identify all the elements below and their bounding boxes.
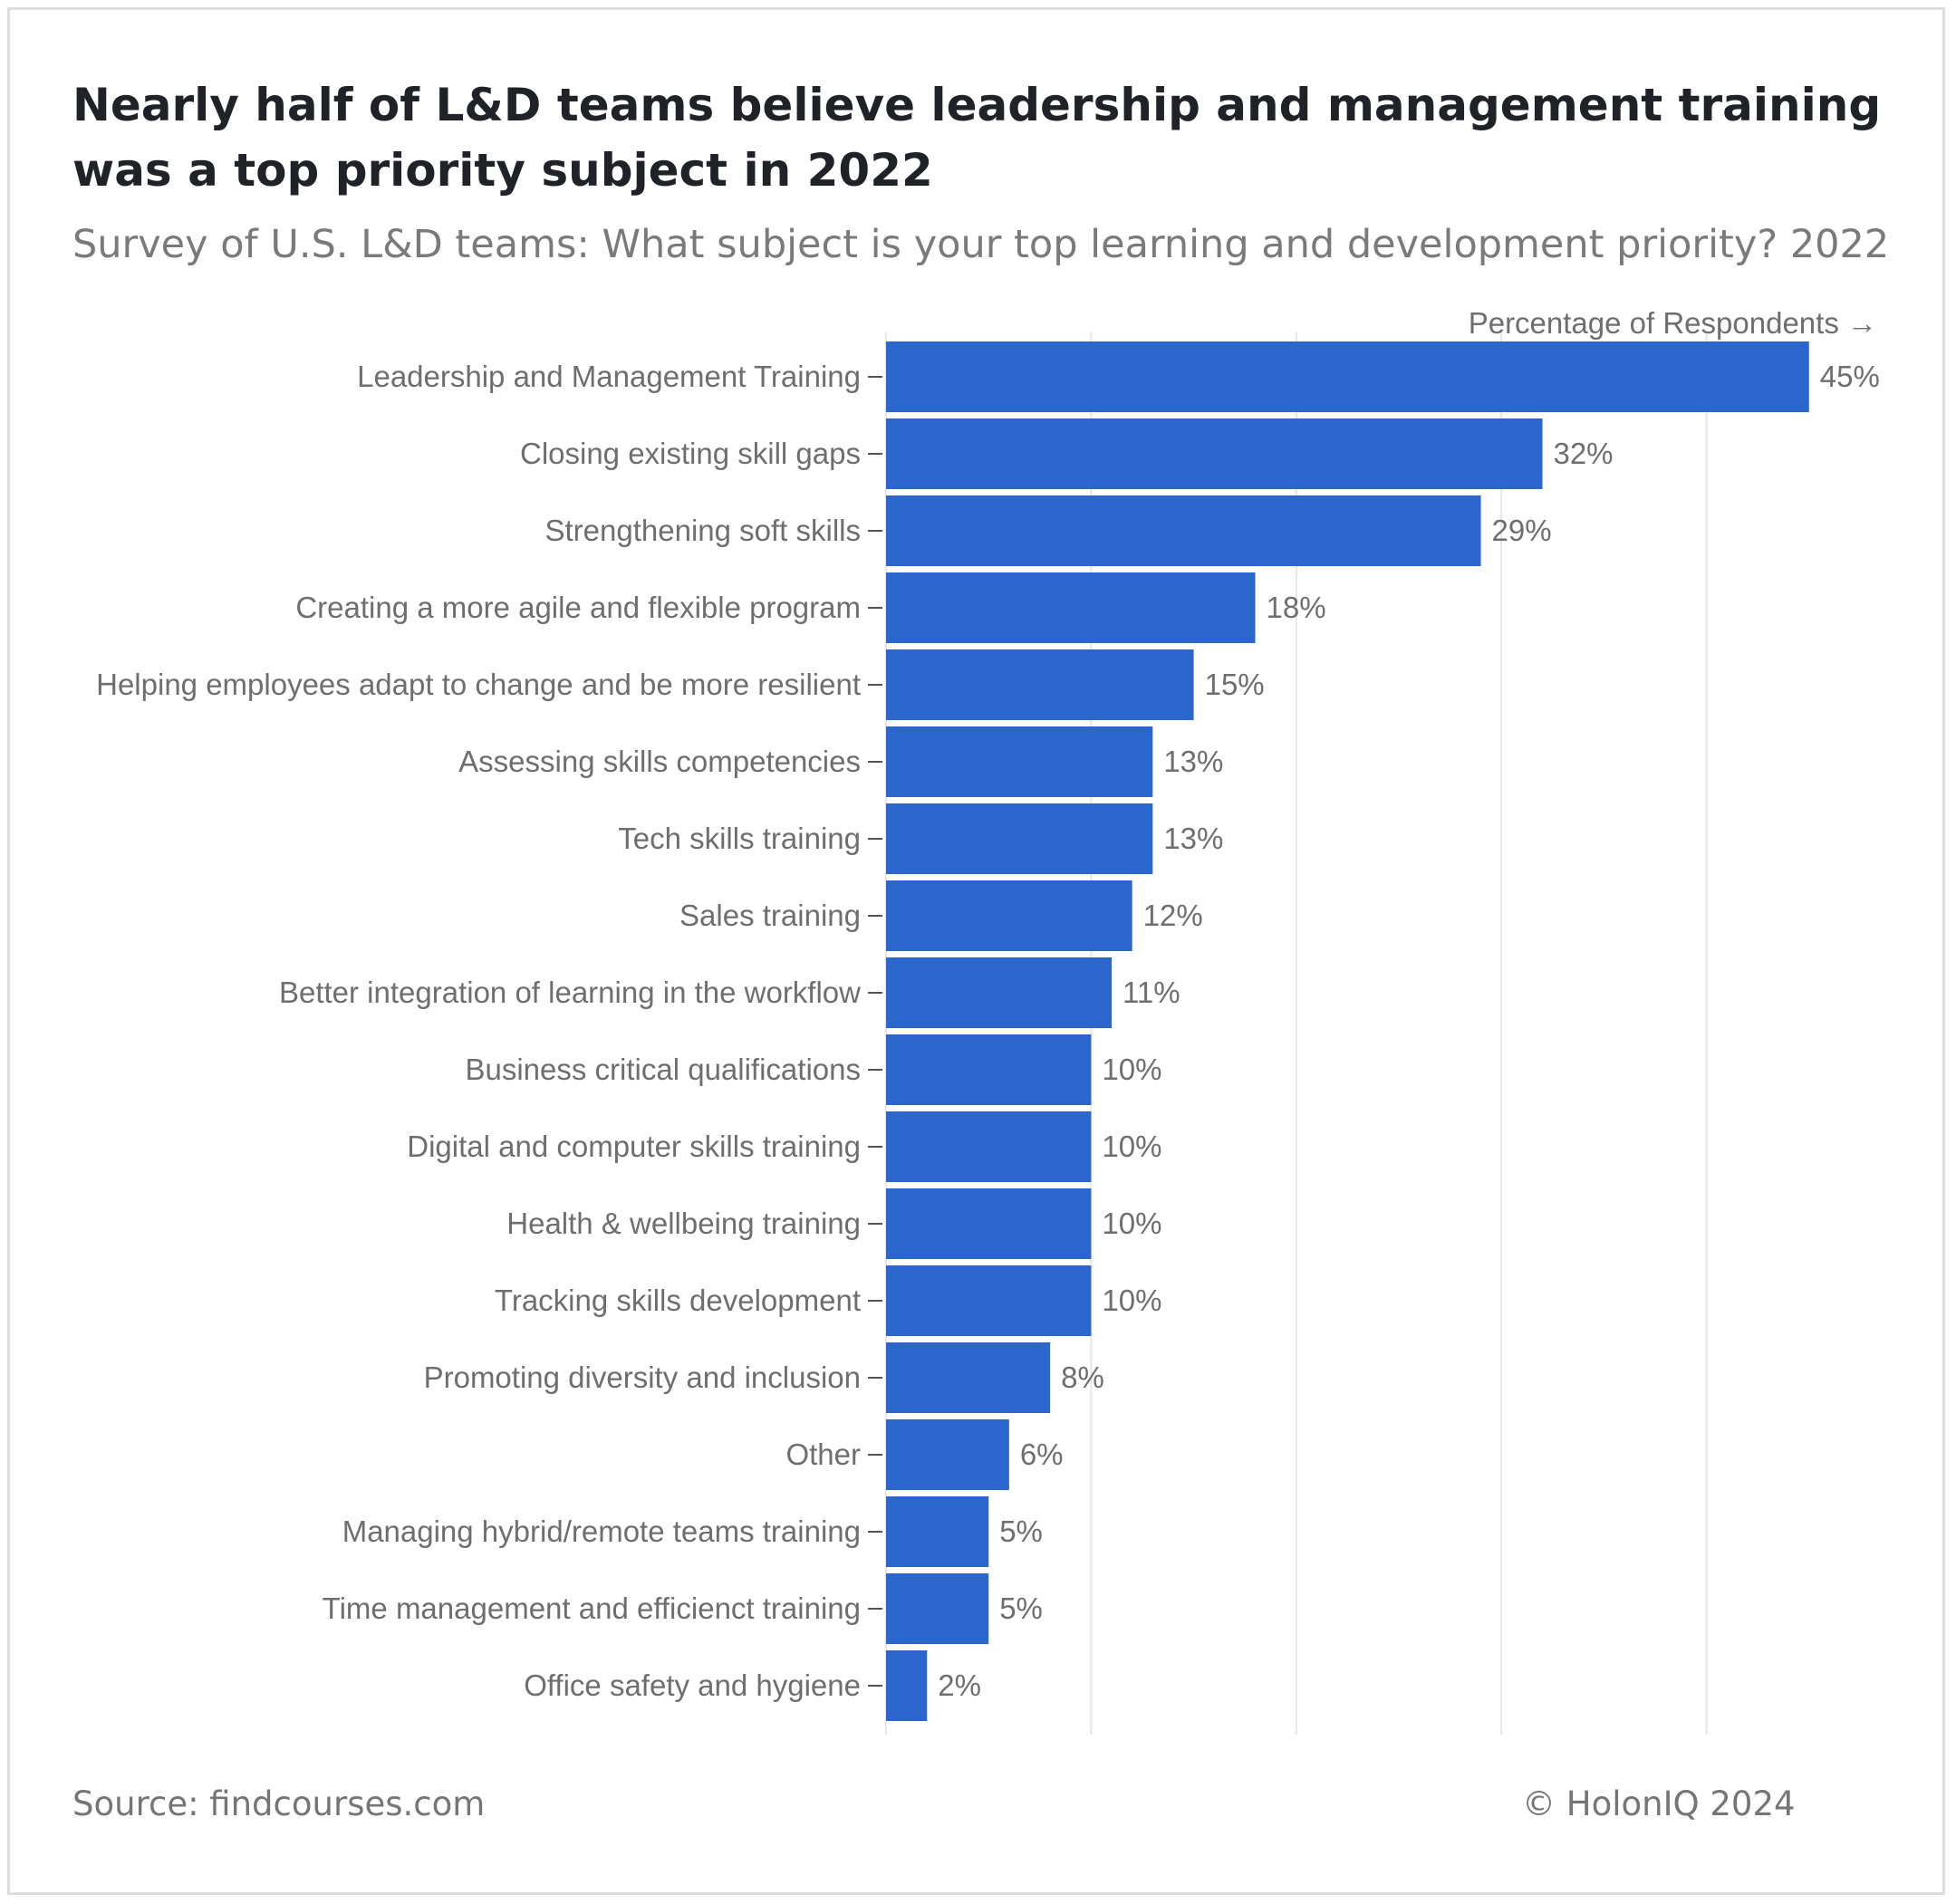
data-label: 10% [1102,1207,1161,1240]
bar [886,1650,928,1721]
category-label: Tech skills training [618,822,861,855]
data-label: 15% [1205,668,1265,701]
copyright-note: © HolonIQ 2024 [1522,1784,1796,1823]
category-label: Closing existing skill gaps [520,437,861,470]
data-label: 45% [1820,360,1880,393]
category-label: Leadership and Management Training [357,360,861,393]
data-label: 29% [1492,514,1552,547]
bar [886,495,1481,566]
data-label: 12% [1143,899,1203,932]
chart-subtitle: Survey of U.S. L&D teams: What subject i… [72,222,1890,267]
bar [886,1111,1092,1182]
category-label: Health & wellbeing training [506,1207,861,1240]
bar [886,1188,1092,1259]
data-label: 6% [1020,1438,1064,1471]
category-label: Managing hybrid/remote teams training [342,1515,861,1548]
category-label: Digital and computer skills training [407,1130,861,1163]
chart-title: Nearly half of L&D teams believe leaders… [72,79,1882,197]
data-label: 10% [1102,1130,1161,1163]
bar [886,572,1256,643]
category-labels: Leadership and Management Training 45% Clo… [96,360,1880,1702]
category-label: Helping employees adapt to change and be… [96,668,861,701]
category-label: Office safety and hygiene [524,1668,861,1702]
data-label: 10% [1102,1053,1161,1086]
category-label: Promoting diversity and inclusion [424,1361,861,1394]
data-label: 13% [1163,745,1223,778]
data-label: 5% [999,1591,1043,1625]
bar [886,726,1153,797]
bar [886,957,1113,1028]
data-label: 13% [1163,822,1223,855]
category-label: Better integration of learning in the wo… [279,976,861,1009]
bar [886,1342,1051,1413]
bar [886,1034,1092,1105]
category-label: Time management and efficienct training [323,1591,861,1625]
bars [886,341,1809,1721]
x-axis-title: Percentage of Respondents → [1469,306,1877,340]
category-label: Business critical qualifications [465,1053,861,1086]
bar [886,1419,1009,1490]
bar [886,1573,989,1644]
bar [886,1265,1092,1336]
bar [886,341,1809,412]
category-label: Sales training [679,899,861,932]
data-label: 10% [1102,1284,1161,1317]
category-label: Other [785,1438,861,1471]
bar [886,1496,989,1567]
category-label: Strengthening soft skills [544,514,861,547]
bar [886,880,1132,951]
data-label: 5% [999,1515,1043,1548]
data-label: 8% [1061,1361,1104,1394]
category-label: Tracking skills development [495,1284,861,1317]
source-note: Source: findcourses.com [72,1784,486,1823]
data-label: 18% [1267,591,1326,624]
bar [886,803,1153,874]
data-label: 32% [1553,437,1613,470]
bar [886,649,1194,720]
category-label: Creating a more agile and flexible progr… [295,591,861,624]
category-label: Assessing skills competencies [458,745,861,778]
data-label: 11% [1123,976,1180,1009]
data-label: 2% [938,1668,981,1702]
bar [886,418,1543,489]
